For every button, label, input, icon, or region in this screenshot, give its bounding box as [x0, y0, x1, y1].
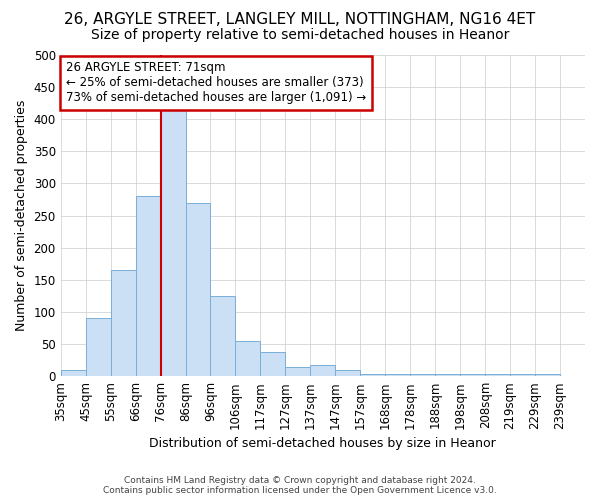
Bar — [410, 374, 435, 376]
Bar — [485, 374, 510, 376]
Bar — [235, 341, 260, 376]
Y-axis label: Number of semi-detached properties: Number of semi-detached properties — [15, 100, 28, 332]
Bar — [286, 366, 310, 376]
Bar — [335, 370, 360, 376]
Bar — [510, 374, 535, 376]
Bar — [110, 270, 136, 376]
Text: Contains HM Land Registry data © Crown copyright and database right 2024.
Contai: Contains HM Land Registry data © Crown c… — [103, 476, 497, 495]
Bar — [310, 366, 335, 376]
X-axis label: Distribution of semi-detached houses by size in Heanor: Distribution of semi-detached houses by … — [149, 437, 496, 450]
Bar — [460, 374, 485, 376]
Text: 26, ARGYLE STREET, LANGLEY MILL, NOTTINGHAM, NG16 4ET: 26, ARGYLE STREET, LANGLEY MILL, NOTTING… — [64, 12, 536, 28]
Bar — [435, 374, 460, 376]
Bar — [61, 370, 86, 376]
Bar — [260, 352, 286, 376]
Bar — [385, 374, 410, 376]
Bar — [360, 374, 385, 376]
Bar — [86, 318, 110, 376]
Text: 26 ARGYLE STREET: 71sqm
← 25% of semi-detached houses are smaller (373)
73% of s: 26 ARGYLE STREET: 71sqm ← 25% of semi-de… — [66, 62, 366, 104]
Bar — [211, 296, 235, 376]
Bar — [185, 202, 211, 376]
Bar — [136, 196, 161, 376]
Text: Size of property relative to semi-detached houses in Heanor: Size of property relative to semi-detach… — [91, 28, 509, 42]
Bar — [535, 374, 560, 376]
Bar — [161, 110, 185, 376]
